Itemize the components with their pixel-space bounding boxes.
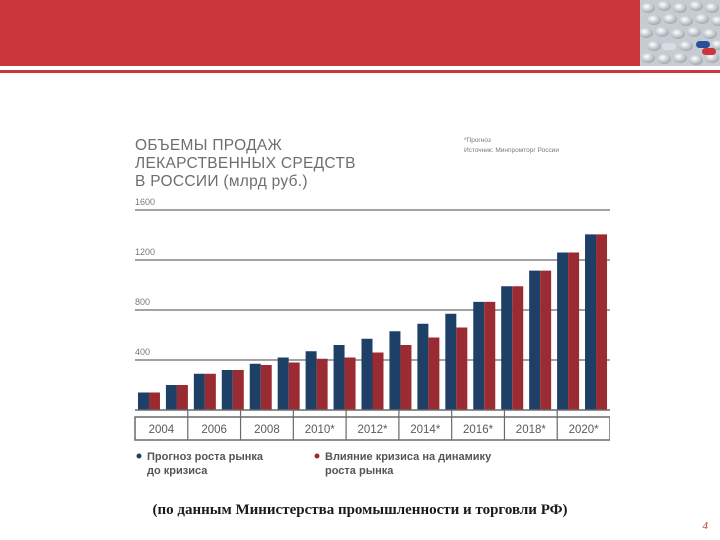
bar-crisis-2019 bbox=[568, 252, 580, 410]
bar-forecast-2012 bbox=[361, 338, 373, 410]
x-tick-label-2006: 2006 bbox=[201, 424, 227, 436]
x-tick-label-2014f: 2014* bbox=[410, 424, 441, 436]
bar-forecast-2015 bbox=[445, 313, 457, 410]
bar-forecast-2011 bbox=[333, 345, 345, 410]
y-tick-label-1600: 1600 bbox=[135, 197, 155, 207]
chart-note: *Прогноз Источник: Минпромторг России bbox=[464, 137, 559, 154]
bar-crisis-2006 bbox=[204, 373, 216, 410]
x-tick-label-2010f: 2010* bbox=[305, 424, 336, 436]
bar-crisis-2013 bbox=[400, 345, 412, 410]
y-tick-label-800: 800 bbox=[135, 297, 150, 307]
x-axis: 2004 2006 2008 2010* 2012* 2014* 2016* 2018* 202… bbox=[134, 409, 610, 441]
x-tick-label-2020f: 2020* bbox=[569, 424, 600, 436]
bar-crisis-2010 bbox=[316, 358, 328, 410]
bar-crisis-2016 bbox=[484, 301, 496, 410]
bar-crisis-2012 bbox=[372, 352, 384, 410]
chart-title: ОБЪЕМЫ ПРОДАЖ ЛЕКАРСТВЕННЫХ СРЕДСТВ В РО… bbox=[135, 137, 356, 190]
note-source: Источник: Минпромторг России bbox=[464, 147, 559, 154]
legend-marker-forecast bbox=[136, 453, 142, 459]
bar-crisis-2015 bbox=[456, 327, 468, 410]
legend-label-forecast-line-1: Прогноз роста рынка bbox=[147, 451, 264, 463]
bar-crisis-2005 bbox=[176, 385, 188, 410]
chart-title-line-2: ЛЕКАРСТВЕННЫХ СРЕДСТВ bbox=[135, 155, 356, 172]
bar-forecast-2005 bbox=[165, 385, 177, 410]
bar-forecast-2017 bbox=[501, 286, 513, 410]
bar-crisis-2020 bbox=[596, 234, 608, 410]
x-tick-label-2012f: 2012* bbox=[357, 424, 388, 436]
bar-forecast-2006 bbox=[193, 373, 205, 410]
chart-title-line-3: В РОССИИ (млрд руб.) bbox=[135, 173, 308, 190]
legend-label-crisis-line-1: Влияние кризиса на динамику bbox=[325, 451, 492, 463]
bar-crisis-2004 bbox=[148, 392, 160, 410]
bar-crisis-2008 bbox=[260, 365, 272, 410]
bar-forecast-2013 bbox=[389, 331, 401, 410]
header-divider bbox=[0, 70, 720, 73]
bar-forecast-2014 bbox=[417, 323, 429, 410]
bar-crisis-2014 bbox=[428, 337, 440, 410]
note-forecast: *Прогноз bbox=[464, 137, 491, 144]
x-label-band bbox=[134, 416, 610, 441]
header-bar bbox=[0, 0, 640, 66]
bar-forecast-2007 bbox=[221, 370, 233, 410]
bar-forecast-2016 bbox=[473, 301, 485, 410]
bar-crisis-2011 bbox=[344, 357, 356, 410]
x-tick-label-2008: 2008 bbox=[254, 424, 280, 436]
bar-forecast-2018 bbox=[529, 270, 541, 410]
page-number: 4 bbox=[702, 520, 709, 532]
chart-title-line-1: ОБЪЕМЫ ПРОДАЖ bbox=[135, 137, 283, 154]
bar-forecast-2010 bbox=[305, 351, 317, 410]
bar-crisis-2009 bbox=[288, 362, 300, 410]
legend-marker-crisis bbox=[314, 453, 320, 459]
x-tick-label-2016f: 2016* bbox=[463, 424, 494, 436]
bar-crisis-2017 bbox=[512, 286, 524, 410]
source-caption: (по данным Министерства промышленности и… bbox=[152, 502, 568, 518]
pills-image bbox=[640, 0, 720, 66]
bar-crisis-2018 bbox=[540, 270, 552, 410]
y-tick-label-1200: 1200 bbox=[135, 247, 155, 257]
bar-forecast-2008 bbox=[249, 363, 261, 410]
bar-chart: ОБЪЕМЫ ПРОДАЖ ЛЕКАРСТВЕННЫХ СРЕДСТВ В РО… bbox=[134, 137, 610, 477]
bar-crisis-2007 bbox=[232, 370, 244, 410]
bar-forecast-2009 bbox=[277, 357, 289, 410]
bar-forecast-2004 bbox=[137, 392, 149, 410]
bar-forecast-2020 bbox=[585, 234, 597, 410]
legend: Прогноз роста рынка до кризиса Влияние к… bbox=[136, 451, 492, 477]
bars bbox=[137, 234, 608, 410]
x-tick-label-2004: 2004 bbox=[149, 424, 175, 436]
x-tick-label-2018f: 2018* bbox=[516, 424, 547, 436]
legend-label-forecast-line-2: до кризиса bbox=[147, 465, 208, 477]
bar-forecast-2019 bbox=[557, 252, 569, 410]
header-image bbox=[640, 0, 720, 66]
legend-label-crisis-line-2: роста рынка bbox=[325, 465, 394, 477]
y-tick-label-400: 400 bbox=[135, 347, 150, 357]
